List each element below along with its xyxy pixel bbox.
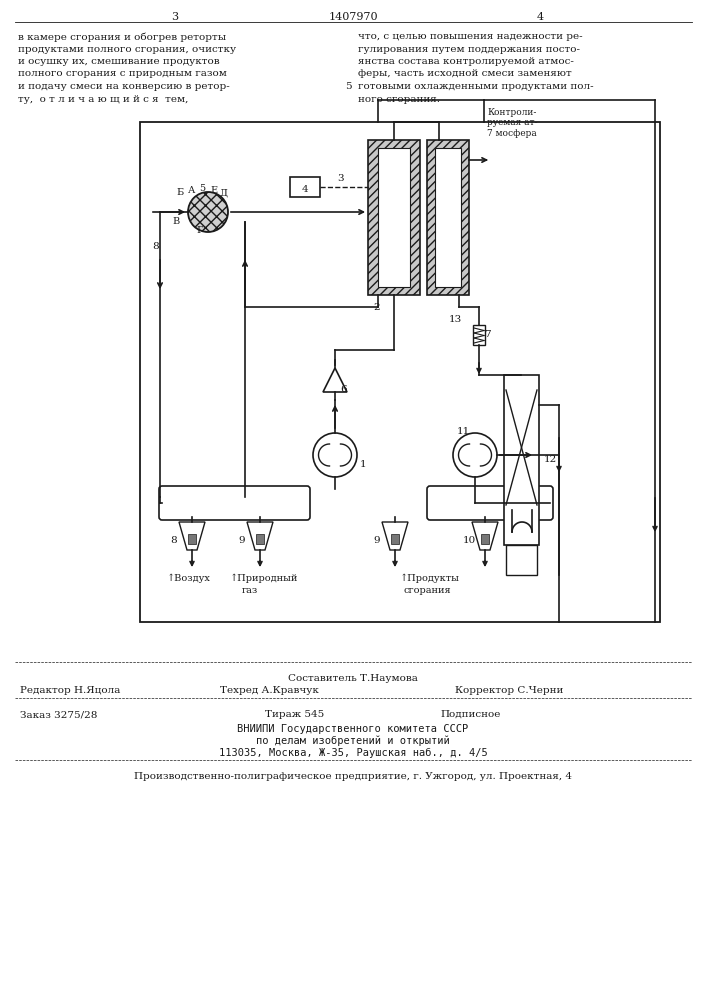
Text: 9: 9: [373, 536, 380, 545]
Text: 5: 5: [345, 82, 351, 91]
Bar: [378, 148, 410, 287]
Text: феры, часть исходной смеси заменяют: феры, часть исходной смеси заменяют: [358, 70, 572, 79]
Text: газ: газ: [242, 586, 258, 595]
Text: Составитель Т.Наумова: Составитель Т.Наумова: [288, 674, 418, 683]
Text: 6: 6: [340, 385, 346, 394]
Text: ↑Воздух: ↑Воздух: [167, 574, 211, 583]
Bar: [162, 489, 307, 517]
Text: Техред А.Кравчук: Техред А.Кравчук: [220, 686, 319, 695]
Text: Заказ 3275/28: Заказ 3275/28: [20, 710, 98, 719]
Text: Д: Д: [220, 189, 228, 198]
Text: что, с целью повышения надежности ре-: что, с целью повышения надежности ре-: [358, 32, 583, 41]
Text: и подачу смеси на конверсию в ретор-: и подачу смеси на конверсию в ретор-: [18, 82, 230, 91]
FancyBboxPatch shape: [427, 486, 553, 520]
Bar: [290, 177, 320, 197]
Text: 8: 8: [170, 536, 177, 545]
Text: Тираж 545: Тираж 545: [265, 710, 325, 719]
Polygon shape: [323, 368, 347, 392]
Text: ВНИИПИ Государственного комитета СССР: ВНИИПИ Государственного комитета СССР: [238, 724, 469, 734]
Text: по делам изобретений и открытий: по делам изобретений и открытий: [256, 736, 450, 746]
Bar: [256, 534, 264, 544]
Text: 5: 5: [199, 184, 205, 193]
Text: 4: 4: [537, 12, 544, 22]
Polygon shape: [472, 522, 498, 550]
Bar: [391, 534, 399, 544]
Text: 13: 13: [449, 315, 462, 324]
Text: Подписное: Подписное: [440, 710, 501, 719]
Text: Корректор С.Черни: Корректор С.Черни: [455, 686, 563, 695]
Text: 1: 1: [360, 460, 367, 469]
Text: и осушку их, смешивание продуктов: и осушку их, смешивание продуктов: [18, 57, 220, 66]
Circle shape: [313, 433, 357, 477]
Text: 12: 12: [544, 455, 557, 464]
Text: 4: 4: [302, 184, 308, 194]
Text: Редактор Н.Яцола: Редактор Н.Яцола: [20, 686, 120, 695]
Text: продуктами полного сгорания, очистку: продуктами полного сгорания, очистку: [18, 44, 236, 53]
Text: Е: Е: [210, 186, 217, 195]
Bar: [430, 489, 550, 517]
Text: 1407970: 1407970: [328, 12, 378, 22]
Text: гулирования путем поддержания посто-: гулирования путем поддержания посто-: [358, 44, 580, 53]
Polygon shape: [179, 522, 205, 550]
Text: Контроли-
руемая ат-
7 мосфера: Контроли- руемая ат- 7 мосфера: [487, 108, 537, 138]
Text: в камере сгорания и обогрев реторты: в камере сгорания и обогрев реторты: [18, 32, 226, 41]
Text: 8: 8: [152, 242, 158, 251]
Bar: [506, 545, 537, 575]
Text: Г: Г: [196, 226, 202, 235]
Text: ↑Природный: ↑Природный: [230, 574, 298, 583]
Polygon shape: [382, 522, 408, 550]
Bar: [188, 534, 196, 544]
Bar: [435, 148, 461, 287]
Bar: [473, 325, 485, 345]
Text: ного сгорания.: ного сгорания.: [358, 95, 440, 104]
Text: 10: 10: [463, 536, 477, 545]
Polygon shape: [247, 522, 273, 550]
Bar: [504, 375, 539, 545]
Text: сгорания: сгорания: [403, 586, 450, 595]
Text: 11: 11: [457, 427, 470, 436]
Text: 3: 3: [171, 12, 179, 22]
Bar: [427, 140, 469, 295]
Text: 9: 9: [238, 536, 245, 545]
Text: ↑Продукты: ↑Продукты: [400, 574, 460, 583]
Bar: [481, 534, 489, 544]
Text: 7: 7: [484, 330, 491, 339]
Bar: [140, 122, 660, 622]
Text: 2: 2: [373, 303, 380, 312]
Text: ту,  о т л и ч а ю щ и й с я  тем,: ту, о т л и ч а ю щ и й с я тем,: [18, 95, 188, 104]
Text: 113035, Москва, Ж-35, Раушская наб., д. 4/5: 113035, Москва, Ж-35, Раушская наб., д. …: [218, 748, 487, 758]
Bar: [368, 140, 420, 295]
Text: янства состава контролируемой атмос-: янства состава контролируемой атмос-: [358, 57, 574, 66]
Circle shape: [453, 433, 497, 477]
Text: Б: Б: [176, 188, 183, 197]
Text: 3: 3: [337, 174, 344, 183]
Text: В: В: [172, 217, 180, 226]
FancyBboxPatch shape: [159, 486, 310, 520]
Text: полного сгорания с природным газом: полного сгорания с природным газом: [18, 70, 227, 79]
Text: А: А: [188, 186, 195, 195]
Text: Производственно-полиграфическое предприятие, г. Ужгород, ул. Проектная, 4: Производственно-полиграфическое предприя…: [134, 772, 572, 781]
Circle shape: [188, 192, 228, 232]
Text: готовыми охлажденными продуктами пол-: готовыми охлажденными продуктами пол-: [358, 82, 594, 91]
